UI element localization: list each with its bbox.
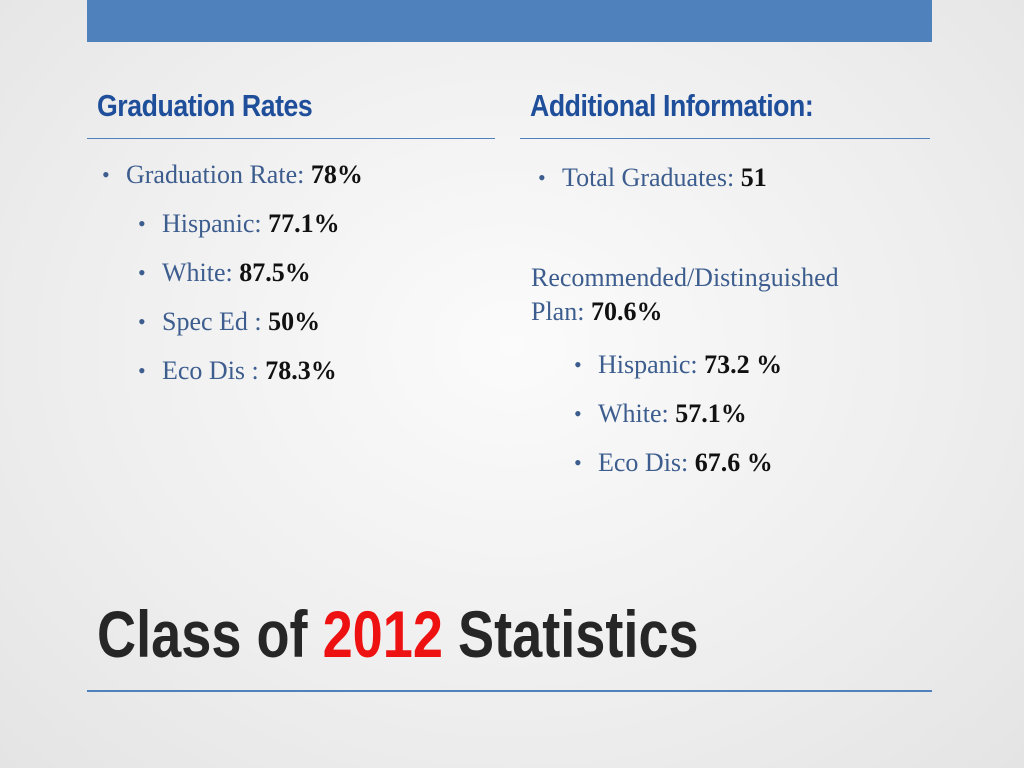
plan-paragraph: Recommended/Distinguished Plan: 70.6% bbox=[531, 261, 839, 329]
title-suffix: Statistics bbox=[442, 597, 699, 671]
title-prefix: Class of bbox=[97, 597, 323, 671]
plan-label: Plan: bbox=[531, 297, 591, 326]
spec-ed-rate-item: Spec Ed : 50% bbox=[138, 307, 363, 356]
item-value: 77.1% bbox=[268, 209, 340, 238]
top-accent-bar bbox=[87, 0, 932, 42]
item-value: 57.1% bbox=[675, 399, 747, 428]
eco-dis-rate-item: Eco Dis : 78.3% bbox=[138, 356, 363, 405]
additional-information-heading: Additional Information: bbox=[530, 88, 814, 123]
white-rate-item: White: 87.5% bbox=[138, 258, 363, 307]
plan-value: 70.6% bbox=[590, 297, 663, 326]
graduation-rates-heading: Graduation Rates bbox=[97, 88, 313, 123]
plan-eco-dis-item: Eco Dis: 67.6 % bbox=[574, 448, 782, 497]
right-heading-rule bbox=[520, 138, 930, 139]
graduation-rates-list: Graduation Rate: 78% Hispanic: 77.1% Whi… bbox=[102, 160, 363, 405]
plan-breakdown-list: Hispanic: 73.2 % White: 57.1% Eco Dis: 6… bbox=[574, 350, 783, 497]
plan-hispanic-item: Hispanic: 73.2 % bbox=[574, 350, 783, 399]
title-rule bbox=[87, 690, 932, 692]
item-value: 51 bbox=[740, 163, 767, 192]
item-label: Total Graduates: bbox=[562, 163, 741, 192]
left-heading-rule bbox=[87, 138, 495, 139]
item-value: 78.3% bbox=[265, 356, 337, 385]
slide-title: Class of 2012 Statistics bbox=[97, 596, 699, 672]
item-value: 73.2 % bbox=[704, 350, 783, 379]
item-label: Eco Dis: bbox=[598, 448, 695, 477]
item-label: Eco Dis : bbox=[162, 356, 266, 385]
graduation-rate-item: Graduation Rate: 78% bbox=[102, 160, 363, 209]
item-value: 78% bbox=[310, 160, 363, 189]
item-label: Spec Ed : bbox=[162, 307, 269, 336]
plan-white-item: White: 57.1% bbox=[574, 399, 782, 448]
plan-line1: Recommended/Distinguished bbox=[531, 263, 839, 292]
item-value: 87.5% bbox=[239, 258, 311, 287]
item-label: White: bbox=[598, 399, 676, 428]
title-year: 2012 bbox=[322, 597, 443, 671]
item-label: White: bbox=[162, 258, 240, 287]
item-label: Hispanic: bbox=[162, 209, 269, 238]
total-graduates-item: Total Graduates: 51 bbox=[538, 163, 767, 193]
item-label: Hispanic: bbox=[598, 350, 705, 379]
item-value: 67.6 % bbox=[694, 448, 773, 477]
total-graduates-list: Total Graduates: 51 bbox=[538, 163, 767, 193]
hispanic-rate-item: Hispanic: 77.1% bbox=[138, 209, 363, 258]
item-label: Graduation Rate: bbox=[126, 160, 311, 189]
item-value: 50% bbox=[268, 307, 321, 336]
